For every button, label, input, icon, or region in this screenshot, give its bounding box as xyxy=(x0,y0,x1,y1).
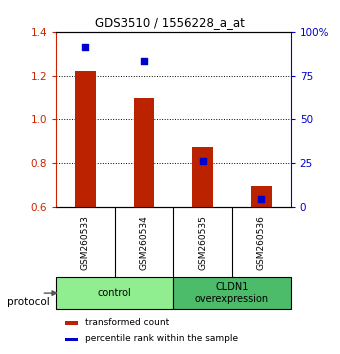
Bar xyxy=(66,321,79,325)
Point xyxy=(200,158,205,164)
Bar xyxy=(56,277,173,309)
Text: protocol: protocol xyxy=(7,297,50,307)
Bar xyxy=(75,71,96,207)
Bar xyxy=(251,186,272,207)
Text: GSM260536: GSM260536 xyxy=(257,215,266,270)
Bar xyxy=(66,338,79,341)
Point xyxy=(83,44,88,50)
Bar xyxy=(134,98,154,207)
Text: CLDN1
overexpression: CLDN1 overexpression xyxy=(195,282,269,304)
Point xyxy=(259,196,264,202)
Text: GDS3510 / 1556228_a_at: GDS3510 / 1556228_a_at xyxy=(95,16,245,29)
Text: GSM260534: GSM260534 xyxy=(140,215,149,269)
Text: percentile rank within the sample: percentile rank within the sample xyxy=(85,335,239,343)
Point xyxy=(141,59,147,64)
Text: GSM260533: GSM260533 xyxy=(81,215,90,270)
Text: transformed count: transformed count xyxy=(85,318,170,327)
Bar xyxy=(192,147,213,207)
Bar xyxy=(173,277,291,309)
Text: GSM260535: GSM260535 xyxy=(198,215,207,270)
Text: control: control xyxy=(98,288,132,298)
